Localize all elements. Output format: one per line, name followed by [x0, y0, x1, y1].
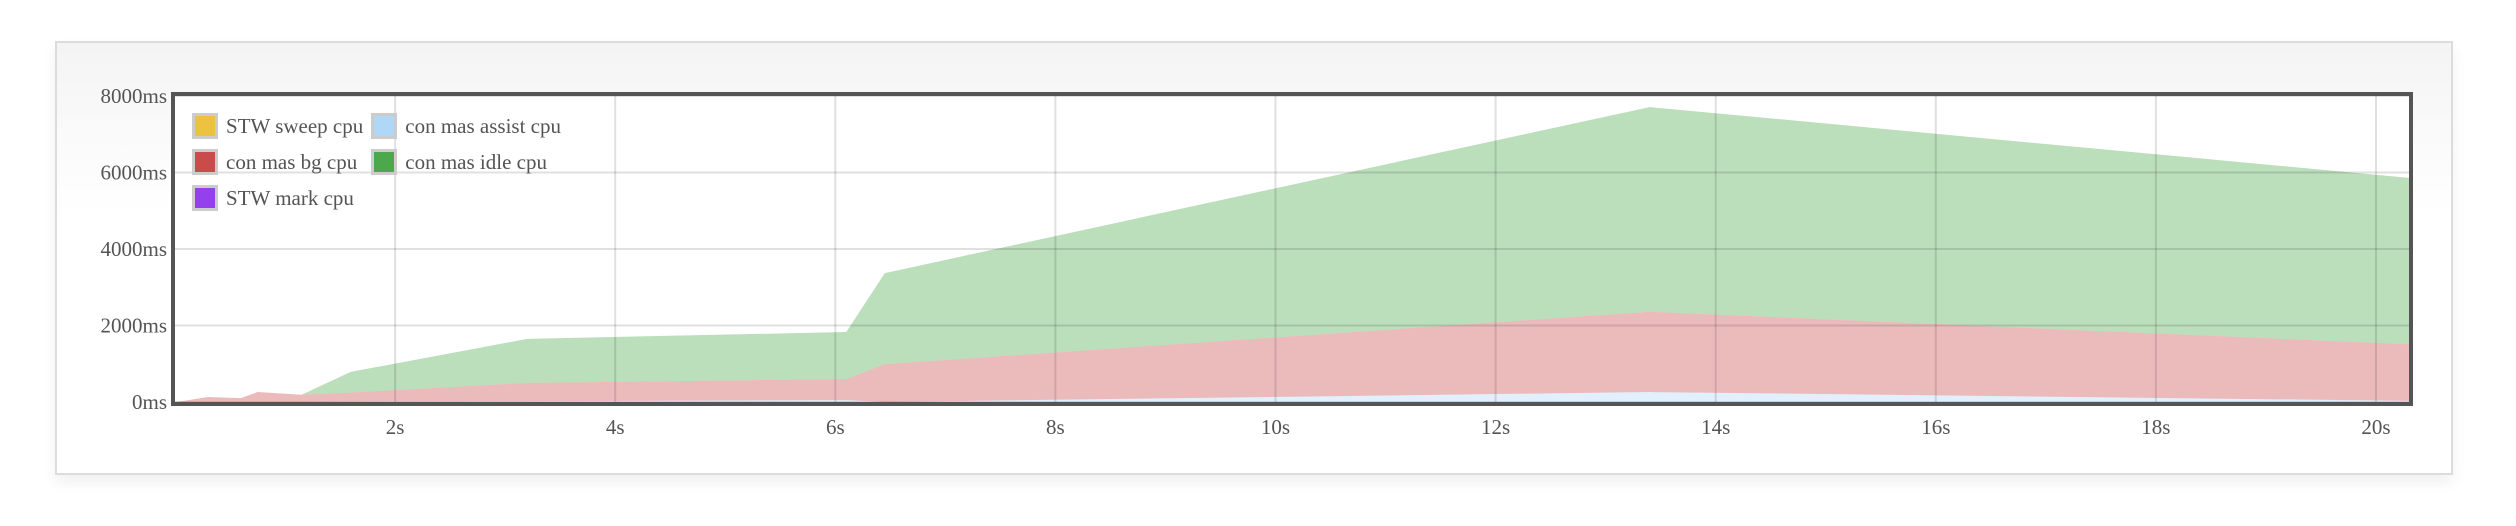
x-tick-label: 2s [386, 415, 405, 439]
area-con-mas-assist-cpu [175, 392, 2409, 402]
legend-label: con mas idle cpu [405, 149, 547, 174]
legend-item: con mas bg cpu [192, 147, 363, 177]
x-tick-label: 4s [606, 415, 625, 439]
x-tick-label: 14s [1701, 415, 1730, 439]
y-tick-label: 4000ms [100, 237, 167, 261]
y-tick-label: 0ms [132, 390, 167, 414]
area-con-mas-bg-cpu [175, 311, 2409, 402]
y-tick-label: 6000ms [100, 161, 167, 185]
x-tick-label: 6s [826, 415, 845, 439]
area-con-mas-idle-cpu [175, 107, 2409, 402]
y-tick-label: 2000ms [100, 314, 167, 338]
legend-swatch [192, 149, 218, 175]
legend-label: con mas bg cpu [226, 149, 358, 174]
legend-swatch [371, 149, 398, 175]
legend-label: STW sweep cpu [226, 113, 364, 138]
legend-swatch [371, 113, 398, 139]
legend-label: STW mark cpu [226, 185, 354, 210]
x-tick-label: 12s [1481, 415, 1510, 439]
legend-item: STW mark cpu [192, 183, 363, 213]
legend-swatch [192, 185, 218, 211]
plot-border [171, 92, 2413, 406]
x-tick-label: 20s [2361, 415, 2390, 439]
x-tick-label: 10s [1261, 415, 1290, 439]
plot-background [175, 96, 2409, 402]
x-tick-label: 18s [2141, 415, 2170, 439]
legend-item: con mas idle cpu [371, 147, 561, 177]
legend-item: STW sweep cpu [192, 111, 363, 141]
legend: STW sweep cpu con mas assist cpu con mas b… [192, 111, 561, 213]
x-tick-label: 8s [1046, 415, 1065, 439]
y-tick-label: 8000ms [100, 84, 167, 108]
legend-label: con mas assist cpu [405, 113, 561, 138]
x-tick-label: 16s [1921, 415, 1950, 439]
legend-item: con mas assist cpu [371, 111, 561, 141]
legend-swatch [192, 113, 218, 139]
